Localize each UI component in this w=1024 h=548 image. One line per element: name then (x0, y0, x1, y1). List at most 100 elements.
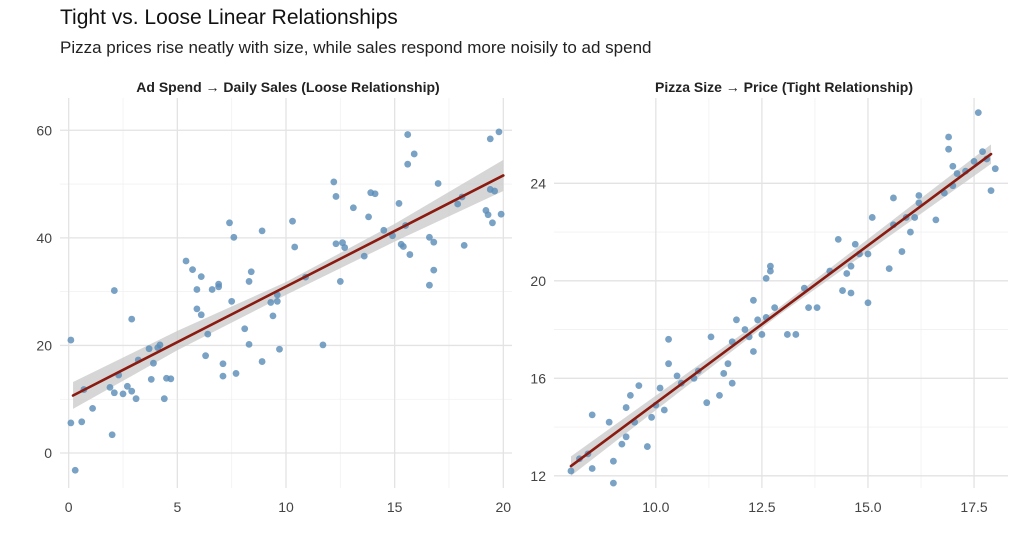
data-point (766, 267, 774, 275)
data-point (204, 330, 212, 338)
data-point (258, 227, 266, 235)
data-point (945, 145, 952, 153)
data-point (728, 379, 736, 387)
data-point (953, 170, 961, 177)
x-tick-label: 0 (65, 499, 73, 515)
chart-title: Tight vs. Loose Linear Relationships (60, 6, 398, 29)
data-point (193, 305, 201, 313)
data-point (291, 243, 299, 251)
y-tick-label: 20 (530, 273, 546, 289)
data-point (703, 399, 711, 407)
data-point (319, 341, 327, 349)
data-point (150, 359, 157, 367)
data-point (635, 382, 643, 390)
data-point (289, 217, 296, 225)
data-point (332, 240, 340, 248)
data-point (119, 390, 127, 398)
data-point (160, 395, 168, 403)
y-tick-label: 20 (36, 337, 52, 353)
data-point (733, 316, 740, 324)
data-point (771, 304, 779, 312)
data-point (648, 413, 655, 421)
data-point (245, 340, 253, 348)
data-point (232, 370, 240, 377)
data-point (106, 384, 114, 391)
data-point (399, 243, 407, 250)
data-point (460, 241, 468, 249)
data-point (371, 190, 379, 198)
data-point (276, 345, 283, 353)
data-point (839, 287, 846, 294)
y-tick-label: 24 (530, 175, 546, 191)
data-point (834, 235, 842, 243)
data-point (610, 457, 617, 465)
data-point (489, 219, 496, 227)
data-point (864, 250, 872, 258)
data-point (330, 178, 338, 186)
data-point (915, 192, 923, 199)
data-point (754, 316, 762, 324)
data-point (89, 404, 96, 412)
data-point (491, 187, 499, 195)
data-point (167, 375, 175, 383)
data-point (67, 336, 75, 344)
data-point (404, 160, 412, 168)
data-point (605, 418, 613, 426)
data-point (241, 325, 249, 333)
data-point (245, 278, 253, 285)
data-point (197, 273, 205, 280)
data-point (406, 251, 414, 258)
data-point (618, 440, 626, 448)
data-point (885, 265, 893, 273)
data-point (426, 281, 433, 289)
data-point (145, 345, 153, 353)
data-point (360, 252, 368, 260)
data-point (813, 304, 821, 312)
y-tick-label: 40 (36, 230, 52, 246)
data-point (67, 419, 75, 427)
data-point (128, 387, 136, 395)
data-point (974, 109, 982, 117)
data-point (610, 479, 617, 487)
data-point (426, 233, 433, 241)
regression-line (569, 152, 993, 468)
data-point (365, 213, 372, 221)
data-point (110, 389, 118, 397)
data-point (182, 257, 190, 265)
data-point (267, 299, 275, 306)
data-point (864, 299, 872, 307)
data-point (110, 287, 118, 294)
data-point (78, 418, 86, 426)
y-tick-label: 16 (530, 370, 546, 386)
x-tick-label: 20 (496, 499, 512, 515)
panel-2: Pizza Size → Price (Tight Relationship) 1… (530, 79, 1008, 515)
data-point (193, 286, 201, 293)
data-point (132, 395, 140, 403)
data-point (911, 214, 919, 221)
data-point (707, 333, 715, 341)
data-point (486, 135, 494, 143)
data-point (979, 148, 986, 156)
data-point (805, 304, 812, 312)
data-point (269, 312, 277, 320)
data-point (430, 238, 438, 246)
data-point (454, 200, 462, 208)
data-point (71, 466, 79, 474)
x-tick-label: 10.0 (642, 499, 669, 515)
data-point (202, 352, 209, 360)
data-point (622, 404, 630, 411)
chart-subtitle: Pizza prices rise neatly with size, whil… (60, 38, 652, 57)
data-point (349, 204, 357, 212)
data-point (750, 348, 757, 355)
data-point (404, 131, 412, 138)
data-point (724, 360, 732, 368)
data-point (890, 194, 897, 202)
data-point (851, 240, 859, 248)
data-point (991, 165, 999, 173)
y-tick-label: 60 (36, 122, 52, 138)
data-point (208, 286, 216, 293)
data-point (907, 228, 914, 236)
data-point (247, 268, 255, 276)
data-point (147, 375, 155, 383)
